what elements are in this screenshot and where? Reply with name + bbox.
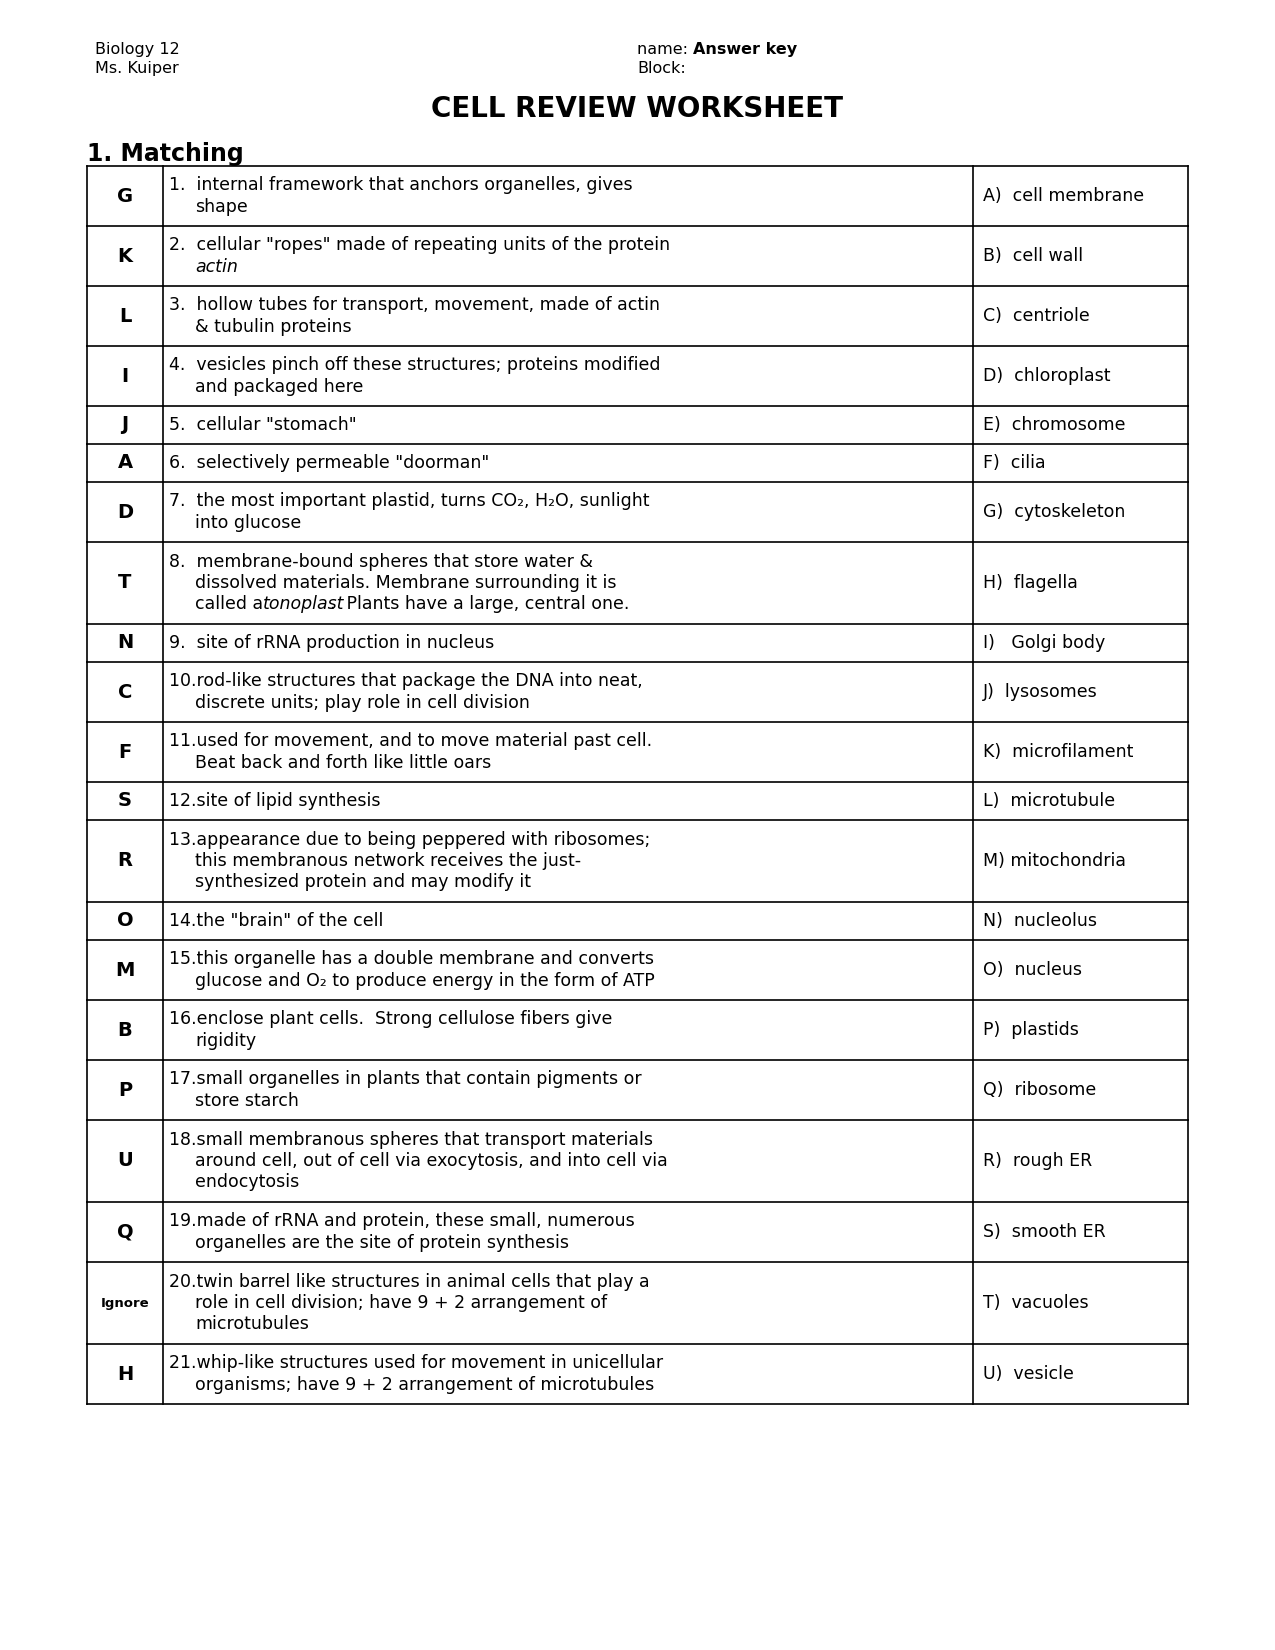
Text: Answer key: Answer key bbox=[694, 41, 797, 58]
Text: 3.  hollow tubes for transport, movement, made of actin: 3. hollow tubes for transport, movement,… bbox=[170, 297, 660, 315]
Text: 21.whip-like structures used for movement in unicellular: 21.whip-like structures used for movemen… bbox=[170, 1355, 663, 1373]
Text: L: L bbox=[119, 307, 131, 325]
Text: CELL REVIEW WORKSHEET: CELL REVIEW WORKSHEET bbox=[431, 96, 843, 124]
Text: C: C bbox=[117, 683, 133, 701]
Text: N)  nucleolus: N) nucleolus bbox=[983, 912, 1096, 931]
Text: called a: called a bbox=[195, 596, 269, 614]
Text: 5.  cellular "stomach": 5. cellular "stomach" bbox=[170, 416, 357, 434]
Text: N: N bbox=[117, 634, 133, 652]
Text: 7.  the most important plastid, turns CO₂, H₂O, sunlight: 7. the most important plastid, turns CO₂… bbox=[170, 492, 649, 510]
Text: R: R bbox=[117, 851, 133, 871]
Text: Block:: Block: bbox=[638, 61, 686, 76]
Text: 19.made of rRNA and protein, these small, numerous: 19.made of rRNA and protein, these small… bbox=[170, 1213, 635, 1231]
Text: H: H bbox=[117, 1365, 133, 1383]
Text: name:: name: bbox=[638, 41, 694, 58]
Text: A)  cell membrane: A) cell membrane bbox=[983, 186, 1144, 205]
Text: glucose and O₂ to produce energy in the form of ATP: glucose and O₂ to produce energy in the … bbox=[195, 972, 655, 990]
Text: microtubules: microtubules bbox=[195, 1315, 309, 1333]
Text: 14.the "brain" of the cell: 14.the "brain" of the cell bbox=[170, 912, 384, 931]
Text: Beat back and forth like little oars: Beat back and forth like little oars bbox=[195, 754, 491, 772]
Text: 10.rod-like structures that package the DNA into neat,: 10.rod-like structures that package the … bbox=[170, 673, 643, 690]
Text: rigidity: rigidity bbox=[195, 1031, 256, 1049]
Text: endocytosis: endocytosis bbox=[195, 1173, 300, 1191]
Text: 15.this organelle has a double membrane and converts: 15.this organelle has a double membrane … bbox=[170, 950, 654, 969]
Text: store starch: store starch bbox=[195, 1092, 298, 1109]
Text: F)  cilia: F) cilia bbox=[983, 454, 1046, 472]
Text: O)  nucleus: O) nucleus bbox=[983, 960, 1082, 978]
Text: T: T bbox=[119, 574, 131, 592]
Text: Biology 12: Biology 12 bbox=[96, 41, 180, 58]
Text: 16.enclose plant cells.  Strong cellulose fibers give: 16.enclose plant cells. Strong cellulose… bbox=[170, 1010, 612, 1028]
Text: Ignore: Ignore bbox=[101, 1297, 149, 1310]
Text: & tubulin proteins: & tubulin proteins bbox=[195, 317, 352, 335]
Text: 11.used for movement, and to move material past cell.: 11.used for movement, and to move materi… bbox=[170, 733, 652, 751]
Text: C)  centriole: C) centriole bbox=[983, 307, 1090, 325]
Text: K: K bbox=[117, 246, 133, 266]
Text: actin: actin bbox=[195, 257, 238, 276]
Text: Q: Q bbox=[117, 1223, 134, 1241]
Text: 20.twin barrel like structures in animal cells that play a: 20.twin barrel like structures in animal… bbox=[170, 1274, 650, 1290]
Text: D: D bbox=[117, 503, 133, 521]
Text: L)  microtubule: L) microtubule bbox=[983, 792, 1116, 810]
Text: G: G bbox=[117, 186, 133, 206]
Text: T)  vacuoles: T) vacuoles bbox=[983, 1294, 1089, 1312]
Text: J: J bbox=[121, 416, 129, 434]
Text: shape: shape bbox=[195, 198, 247, 216]
Text: R)  rough ER: R) rough ER bbox=[983, 1152, 1093, 1170]
Text: 2.  cellular "ropes" made of repeating units of the protein: 2. cellular "ropes" made of repeating un… bbox=[170, 236, 671, 254]
Text: P)  plastids: P) plastids bbox=[983, 1021, 1079, 1040]
Text: M: M bbox=[115, 960, 135, 980]
Text: tonoplast: tonoplast bbox=[263, 596, 344, 614]
Text: into glucose: into glucose bbox=[195, 513, 301, 531]
Text: dissolved materials. Membrane surrounding it is: dissolved materials. Membrane surroundin… bbox=[195, 574, 617, 592]
Text: role in cell division; have 9 + 2 arrangement of: role in cell division; have 9 + 2 arrang… bbox=[195, 1294, 607, 1312]
Text: 4.  vesicles pinch off these structures; proteins modified: 4. vesicles pinch off these structures; … bbox=[170, 356, 660, 375]
Text: A: A bbox=[117, 454, 133, 472]
Text: F: F bbox=[119, 742, 131, 762]
Text: synthesized protein and may modify it: synthesized protein and may modify it bbox=[195, 873, 530, 891]
Text: and packaged here: and packaged here bbox=[195, 378, 363, 396]
Text: 18.small membranous spheres that transport materials: 18.small membranous spheres that transpo… bbox=[170, 1130, 653, 1148]
Text: Q)  ribosome: Q) ribosome bbox=[983, 1081, 1096, 1099]
Text: 17.small organelles in plants that contain pigments or: 17.small organelles in plants that conta… bbox=[170, 1071, 641, 1089]
Text: S: S bbox=[119, 792, 133, 810]
Text: 1.  internal framework that anchors organelles, gives: 1. internal framework that anchors organ… bbox=[170, 177, 632, 195]
Text: H)  flagella: H) flagella bbox=[983, 574, 1077, 592]
Text: S)  smooth ER: S) smooth ER bbox=[983, 1223, 1105, 1241]
Text: P: P bbox=[117, 1081, 133, 1099]
Text: 9.  site of rRNA production in nucleus: 9. site of rRNA production in nucleus bbox=[170, 634, 495, 652]
Text: B: B bbox=[117, 1020, 133, 1040]
Text: .  Plants have a large, central one.: . Plants have a large, central one. bbox=[330, 596, 630, 614]
Text: discrete units; play role in cell division: discrete units; play role in cell divisi… bbox=[195, 693, 530, 711]
Text: 6.  selectively permeable "doorman": 6. selectively permeable "doorman" bbox=[170, 454, 490, 472]
Text: organisms; have 9 + 2 arrangement of microtubules: organisms; have 9 + 2 arrangement of mic… bbox=[195, 1376, 654, 1394]
Text: I: I bbox=[121, 366, 129, 386]
Text: around cell, out of cell via exocytosis, and into cell via: around cell, out of cell via exocytosis,… bbox=[195, 1152, 668, 1170]
Text: Ms. Kuiper: Ms. Kuiper bbox=[96, 61, 178, 76]
Text: J)  lysosomes: J) lysosomes bbox=[983, 683, 1098, 701]
Text: U: U bbox=[117, 1152, 133, 1170]
Text: U)  vesicle: U) vesicle bbox=[983, 1365, 1074, 1383]
Text: 13.appearance due to being peppered with ribosomes;: 13.appearance due to being peppered with… bbox=[170, 832, 650, 850]
Text: K)  microfilament: K) microfilament bbox=[983, 742, 1133, 761]
Text: M) mitochondria: M) mitochondria bbox=[983, 851, 1126, 870]
Text: E)  chromosome: E) chromosome bbox=[983, 416, 1126, 434]
Text: I)   Golgi body: I) Golgi body bbox=[983, 634, 1105, 652]
Text: O: O bbox=[117, 911, 134, 931]
Text: organelles are the site of protein synthesis: organelles are the site of protein synth… bbox=[195, 1234, 569, 1251]
Text: 12.site of lipid synthesis: 12.site of lipid synthesis bbox=[170, 792, 380, 810]
Text: this membranous network receives the just-: this membranous network receives the jus… bbox=[195, 851, 581, 870]
Text: 8.  membrane-bound spheres that store water &: 8. membrane-bound spheres that store wat… bbox=[170, 553, 593, 571]
Text: D)  chloroplast: D) chloroplast bbox=[983, 366, 1111, 384]
Text: G)  cytoskeleton: G) cytoskeleton bbox=[983, 503, 1126, 521]
Text: B)  cell wall: B) cell wall bbox=[983, 248, 1084, 266]
Text: 1. Matching: 1. Matching bbox=[87, 142, 244, 167]
